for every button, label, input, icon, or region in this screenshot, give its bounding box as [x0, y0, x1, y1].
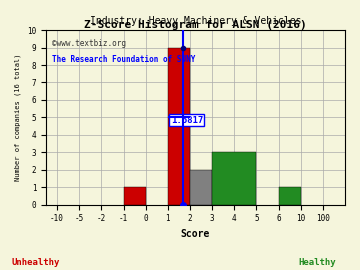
Text: Industry: Heavy Machinery & Vehicles: Industry: Heavy Machinery & Vehicles: [90, 16, 301, 26]
Title: Z-Score Histogram for ALSN (2016): Z-Score Histogram for ALSN (2016): [84, 20, 307, 30]
Y-axis label: Number of companies (16 total): Number of companies (16 total): [15, 54, 22, 181]
Text: Healthy: Healthy: [298, 258, 336, 267]
Text: Unhealthy: Unhealthy: [12, 258, 60, 267]
Bar: [168, 48, 190, 204]
Bar: [279, 187, 301, 204]
Text: 1.6817: 1.6817: [171, 116, 203, 124]
Bar: [190, 170, 212, 204]
X-axis label: Score: Score: [181, 229, 210, 239]
Bar: [123, 187, 146, 204]
Text: ©www.textbiz.org: ©www.textbiz.org: [52, 39, 126, 48]
Text: The Research Foundation of SUNY: The Research Foundation of SUNY: [52, 55, 195, 64]
Bar: [212, 152, 256, 204]
